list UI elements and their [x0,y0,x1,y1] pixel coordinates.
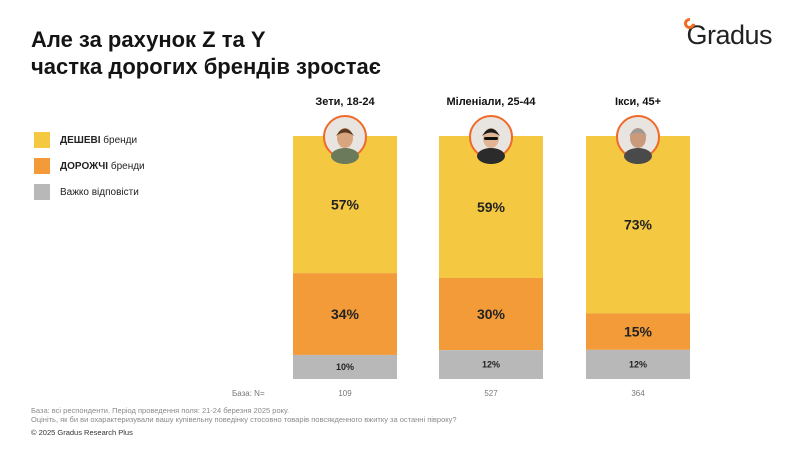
title-line-1: Але за рахунок Z та Y [31,27,266,52]
legend-label-cheap-bold: ДЕШЕВІ [60,134,101,146]
avatar-hair [629,128,647,136]
data-label-1-1: 57% [331,197,360,213]
young-man-avatar-icon [323,115,367,164]
bar-segment-3-1 [586,136,690,314]
legend-swatch-cheap [34,132,50,148]
data-label-3-2: 15% [624,324,653,340]
legend-label-expensive-bold: ДОРОЖЧІ [60,160,109,172]
footnote-line-1: База: всі респонденти. Період проведення… [31,406,290,415]
older-man-avatar-icon [616,115,660,164]
category-label-1: Зети, 18-24 [315,96,375,108]
avatar-shoulders [624,148,652,164]
base-n-2: 527 [484,389,498,398]
bar-segment-1-3 [293,354,397,379]
category-label-3: Ікси, 45+ [615,96,661,108]
data-label-2-1: 59% [477,199,506,215]
avatar-shoulders [331,148,359,164]
gradus-logo: Gradus [682,15,772,51]
legend-swatch-expensive [34,158,50,174]
data-label-2-2: 30% [477,306,506,322]
data-label-2-3: 12% [482,360,500,370]
base-n-3: 364 [631,389,645,398]
base-n-1: 109 [338,389,352,398]
base-label: База: N= [232,389,265,398]
legend-item-cheap: ДЕШЕВІ бренди [34,132,145,148]
title-line-2: частка дорогих брендів зростає [31,54,381,79]
copyright: © 2025 Gradus Research Plus [31,428,133,437]
data-label-1-3: 10% [336,362,354,372]
bar-segment-3-2 [586,313,690,350]
bar-segment-2-3 [439,350,543,379]
bar-segment-2-2 [439,277,543,351]
footnote-line-2: Оцініть, як би ви охарактеризували вашу … [31,415,457,424]
legend-label-cheap-rest: бренди [100,134,138,146]
chart-legend: ДЕШЕВІ бренди ДОРОЖЧІ бренди Важко відпо… [34,132,145,210]
data-label-3-1: 73% [624,217,653,233]
avatar-hair [482,128,500,136]
page-title: Але за рахунок Z та Y частка дорогих бре… [31,26,381,80]
woman-sunglasses-avatar-icon [469,115,513,164]
legend-item-expensive: ДОРОЖЧІ бренди [34,158,145,174]
avatar-sunglasses [484,137,498,140]
avatar-shoulders [477,148,505,164]
bar-segment-3-3 [586,349,690,379]
legend-swatch-hard-to-say [34,184,50,200]
data-label-3-3: 12% [629,359,647,369]
logo-text: Gradus [686,20,772,50]
bar-segment-1-2 [293,273,397,355]
legend-label-hard-to-say: Важко відповісти [60,186,139,198]
legend-item-hard-to-say: Важко відповісти [34,184,145,200]
category-label-2: Міленіали, 25-44 [447,96,537,108]
avatar-hair [336,128,354,136]
legend-label-expensive-rest: бренди [108,160,145,172]
data-label-1-2: 34% [331,306,360,322]
